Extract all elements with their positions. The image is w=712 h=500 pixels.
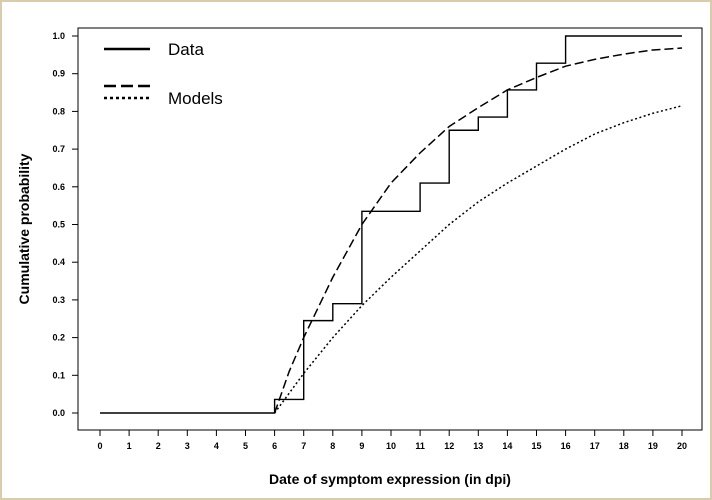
plot-border	[77, 27, 703, 431]
model-dashed-curve	[273, 47, 683, 414]
x-tick-label: 2	[156, 441, 161, 451]
x-tick-label: 4	[214, 441, 219, 451]
y-tick-label: 0.2	[52, 333, 65, 343]
x-tick-label: 20	[677, 441, 687, 451]
y-axis-title: Cumulative probability	[16, 153, 32, 304]
x-tick-label: 0	[97, 441, 102, 451]
x-axis-title: Date of symptom expression (in dpi)	[269, 471, 511, 487]
y-tick-label: 0.7	[52, 144, 65, 154]
x-tick-label: 12	[444, 441, 454, 451]
x-tick-label: 11	[415, 441, 425, 451]
x-tick-label: 14	[502, 441, 512, 451]
x-tick-label: 10	[386, 441, 396, 451]
y-tick-label: 0.5	[52, 220, 65, 230]
x-tick-label: 9	[359, 441, 364, 451]
x-tick-label: 3	[185, 441, 190, 451]
x-tick-label: 5	[243, 441, 248, 451]
x-tick-label: 16	[561, 441, 571, 451]
y-tick-label: 0.9	[52, 69, 65, 79]
legend-label: Data	[168, 40, 204, 59]
y-tick-label: 0.6	[52, 182, 65, 192]
model-dotted-curve	[273, 105, 683, 414]
x-tick-label: 18	[619, 441, 629, 451]
x-tick-label: 17	[590, 441, 600, 451]
legend: Data Models	[104, 40, 223, 108]
x-tick-label: 8	[330, 441, 335, 451]
series-layer	[100, 35, 683, 414]
y-tick-label: 0.1	[52, 370, 65, 380]
y-tick-label: 0.8	[52, 106, 65, 116]
x-tick-label: 6	[272, 441, 277, 451]
x-tick-label: 19	[648, 441, 658, 451]
axes: 0 1 2 3 4 5 6 7 8 9 10 11 12 13 14 15 16 17 18 19 200.00.10.…	[52, 27, 703, 451]
y-tick-label: 0.3	[52, 295, 65, 305]
y-tick-label: 0.4	[52, 257, 65, 267]
x-tick-label: 7	[301, 441, 306, 451]
y-tick-label: 1.0	[52, 31, 65, 41]
x-tick-label: 1	[127, 441, 132, 451]
x-tick-label: 15	[531, 441, 541, 451]
legend-label: Models	[168, 89, 223, 108]
x-tick-label: 13	[473, 441, 483, 451]
y-tick-label: 0.0	[52, 408, 65, 418]
data-step-line	[100, 35, 682, 414]
